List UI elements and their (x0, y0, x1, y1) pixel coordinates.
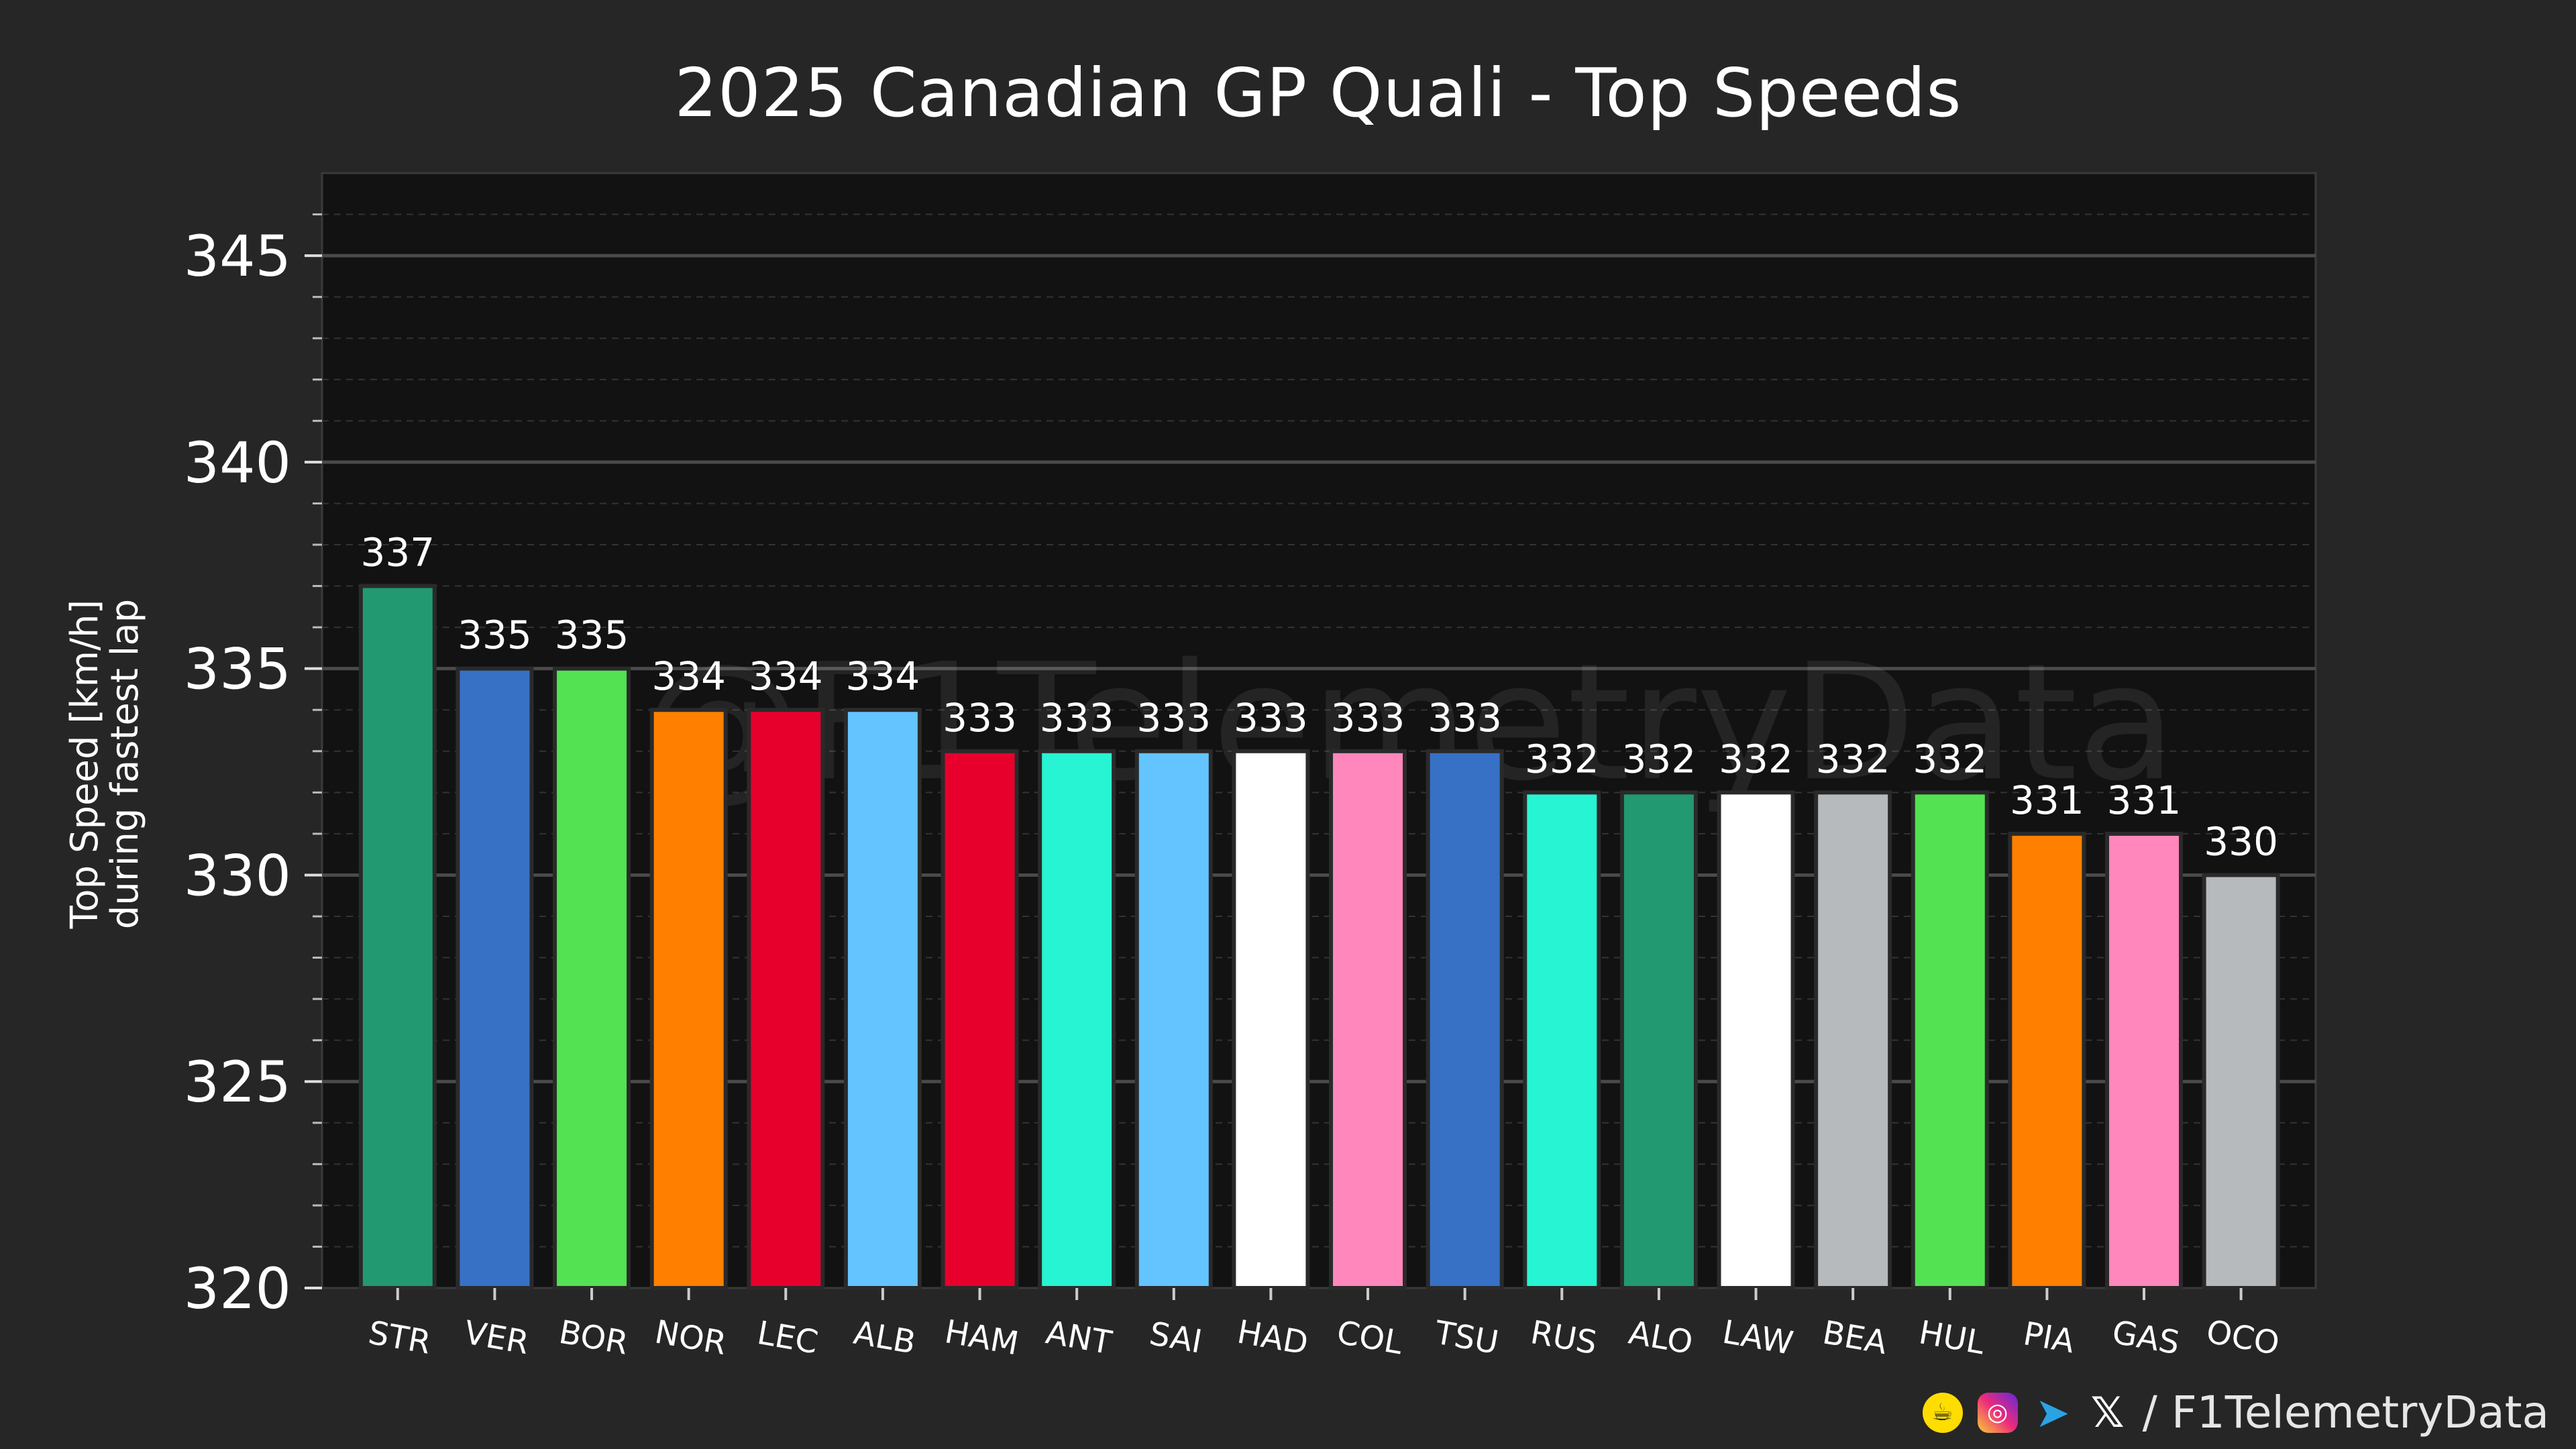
y-tick-label: 345 (184, 223, 291, 289)
x-tick-label: LAW (1719, 1313, 1796, 1362)
bar-value-label: 333 (943, 695, 1017, 741)
bar-alb (843, 708, 922, 1290)
bar-bor (553, 666, 631, 1290)
bar-sai (1134, 749, 1213, 1291)
y-tick-label: 340 (184, 430, 291, 496)
x-icon[interactable]: 𝕏 (2090, 1387, 2125, 1437)
bar-value-label: 332 (1525, 736, 1599, 782)
x-tick-label: GAS (2109, 1313, 2182, 1362)
x-tick-label: HUL (1916, 1313, 1987, 1362)
instagram-icon[interactable]: ◎ (1977, 1392, 2018, 1433)
bar-value-label: 331 (2010, 777, 2084, 823)
bar-value-label: 333 (1234, 695, 1308, 741)
bar-ant (1038, 749, 1116, 1291)
bar-hul (1911, 790, 1989, 1291)
bar-pia (2008, 831, 2086, 1290)
footer-handle[interactable]: / F1TelemetryData (2142, 1387, 2549, 1438)
bar-value-label: 332 (1622, 736, 1697, 782)
bar-value-label: 335 (458, 612, 532, 658)
x-tick-label: SAI (1146, 1315, 1205, 1361)
y-tick-label: 325 (184, 1049, 291, 1115)
x-tick-label: ALO (1626, 1313, 1696, 1362)
bar-nor (649, 708, 728, 1290)
bar-law (1717, 790, 1795, 1291)
chart-title: 2025 Canadian GP Quali - Top Speeds (674, 54, 1962, 132)
y-axis-label-line1: Top Speed [km/h] (63, 600, 107, 930)
x-tick-label: ANT (1043, 1313, 1115, 1362)
y-axis-label-line2: during fastest lap (103, 599, 147, 929)
y-tick-label: 335 (184, 637, 291, 702)
bar-value-label: 335 (555, 612, 629, 658)
x-tick-label: VER (462, 1313, 532, 1362)
x-tick-label: HAD (1234, 1313, 1311, 1362)
bar-value-label: 337 (360, 530, 435, 576)
bar-value-label: 332 (1816, 736, 1890, 782)
x-tick-label: BOR (556, 1313, 631, 1362)
bar-value-label: 332 (1913, 736, 1987, 782)
bar-value-label: 333 (1136, 695, 1211, 741)
bar-ham (941, 749, 1019, 1291)
bar-value-label: 334 (846, 653, 920, 699)
bar-alo (1619, 790, 1698, 1291)
bar-value-label: 330 (2204, 818, 2278, 864)
bar-rus (1523, 790, 1601, 1291)
x-tick-label: NOR (652, 1313, 729, 1362)
bar-ver (455, 666, 534, 1290)
bar-had (1232, 749, 1310, 1291)
x-tick-label: OCO (2204, 1313, 2282, 1362)
bar-str (358, 584, 437, 1290)
x-tick-label: COL (1334, 1313, 1406, 1362)
coffee-icon[interactable]: ☕ (1922, 1392, 1963, 1433)
x-tick-label: STR (366, 1314, 433, 1362)
x-tick-label: TSU (1432, 1313, 1501, 1362)
x-tick-label: BEA (1820, 1313, 1890, 1362)
bar-value-label: 334 (749, 653, 823, 699)
x-tick-label: RUS (1527, 1313, 1599, 1362)
bar-gas (2105, 831, 2184, 1290)
x-tick-label: PIA (2021, 1315, 2078, 1360)
bar-bea (1814, 790, 1892, 1291)
x-tick-label: HAM (942, 1313, 1021, 1362)
bar-col (1329, 749, 1407, 1291)
bar-value-label: 334 (651, 653, 726, 699)
x-tick-label: LEC (755, 1314, 821, 1362)
footer: ☕ ◎ ➤ 𝕏 / F1TelemetryData (1922, 1387, 2549, 1438)
telegram-icon[interactable]: ➤ (2035, 1387, 2070, 1437)
bar-value-label: 331 (2107, 777, 2182, 823)
bar-oco (2202, 873, 2280, 1290)
bar-value-label: 333 (1331, 695, 1405, 741)
bar-tsu (1426, 749, 1504, 1291)
y-tick-label: 320 (184, 1256, 291, 1322)
bar-lec (747, 708, 825, 1290)
bar-value-label: 332 (1719, 736, 1793, 782)
x-tick-label: ALB (851, 1314, 918, 1362)
y-tick-label: 330 (184, 843, 291, 908)
bar-value-label: 333 (1428, 695, 1502, 741)
bar-value-label: 333 (1040, 695, 1114, 741)
